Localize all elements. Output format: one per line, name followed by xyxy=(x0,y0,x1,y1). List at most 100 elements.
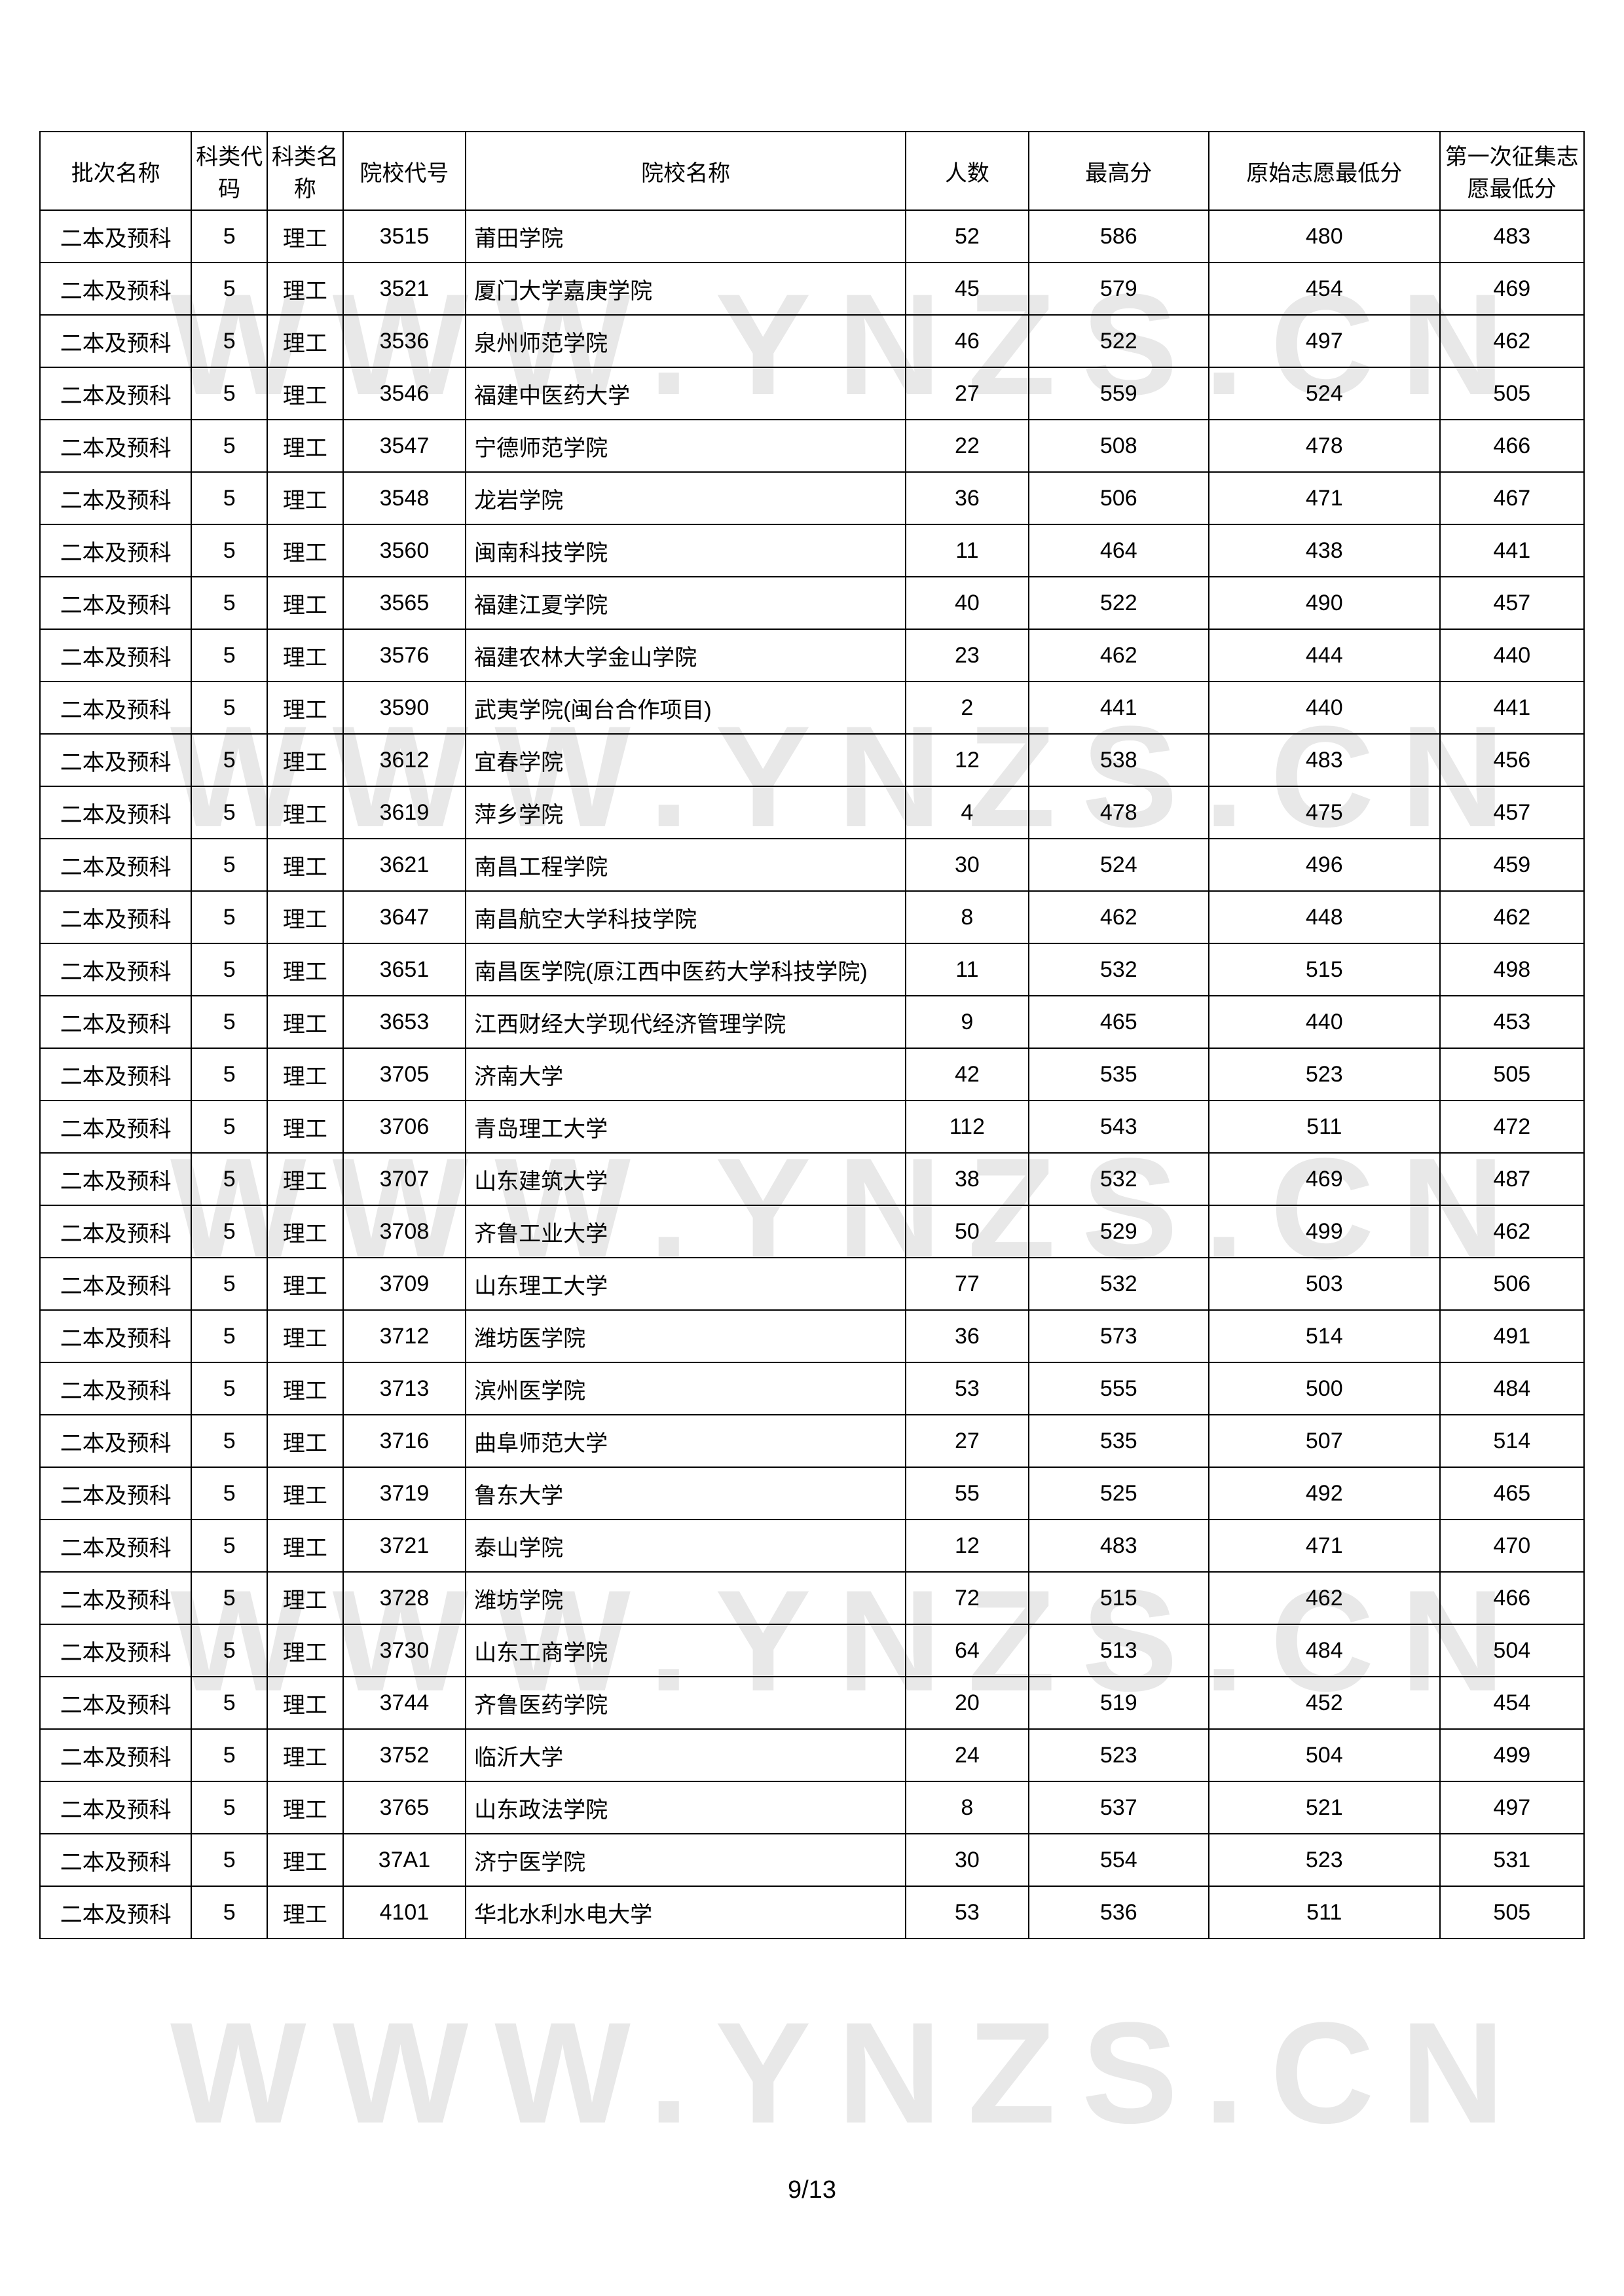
table-cell: 5 xyxy=(191,1258,267,1310)
table-cell: 5 xyxy=(191,943,267,996)
table-cell: 福建农林大学金山学院 xyxy=(466,629,906,682)
table-cell: 53 xyxy=(906,1362,1028,1415)
table-cell: 465 xyxy=(1029,996,1209,1048)
header-count: 人数 xyxy=(906,132,1028,210)
table-cell: 临沂大学 xyxy=(466,1729,906,1781)
table-cell: 3565 xyxy=(343,577,466,629)
table-cell: 济宁医学院 xyxy=(466,1834,906,1886)
table-cell: 532 xyxy=(1029,1258,1209,1310)
table-cell: 5 xyxy=(191,1467,267,1520)
table-cell: 3548 xyxy=(343,472,466,524)
table-cell: 5 xyxy=(191,472,267,524)
table-cell: 467 xyxy=(1440,472,1584,524)
table-cell: 5 xyxy=(191,210,267,263)
table-cell: 二本及预科 xyxy=(40,1153,191,1205)
table-cell: 505 xyxy=(1440,1886,1584,1939)
table-cell: 513 xyxy=(1029,1624,1209,1677)
table-cell: 3716 xyxy=(343,1415,466,1467)
table-cell: 573 xyxy=(1029,1310,1209,1362)
table-cell: 闽南科技学院 xyxy=(466,524,906,577)
table-cell: 487 xyxy=(1440,1153,1584,1205)
table-cell: 鲁东大学 xyxy=(466,1467,906,1520)
table-cell: 3730 xyxy=(343,1624,466,1677)
table-cell: 二本及预科 xyxy=(40,1415,191,1467)
table-cell: 5 xyxy=(191,1834,267,1886)
table-cell: 理工 xyxy=(267,1834,343,1886)
table-row: 二本及预科5理工3647南昌航空大学科技学院8462448462 xyxy=(40,891,1584,943)
table-cell: 3536 xyxy=(343,315,466,367)
table-cell: 500 xyxy=(1209,1362,1440,1415)
table-cell: 3706 xyxy=(343,1101,466,1153)
table-cell: 二本及预科 xyxy=(40,472,191,524)
table-cell: 40 xyxy=(906,577,1028,629)
table-cell: 3619 xyxy=(343,786,466,839)
table-row: 二本及预科5理工4101华北水利水电大学53536511505 xyxy=(40,1886,1584,1939)
table-cell: 24 xyxy=(906,1729,1028,1781)
table-cell: 499 xyxy=(1440,1729,1584,1781)
table-cell: 莆田学院 xyxy=(466,210,906,263)
table-cell: 462 xyxy=(1440,891,1584,943)
table-cell: 5 xyxy=(191,315,267,367)
table-cell: 11 xyxy=(906,943,1028,996)
table-cell: 30 xyxy=(906,1834,1028,1886)
table-cell: 511 xyxy=(1209,1886,1440,1939)
table-cell: 522 xyxy=(1029,315,1209,367)
table-cell: 3765 xyxy=(343,1781,466,1834)
table-cell: 3712 xyxy=(343,1310,466,1362)
table-cell: 555 xyxy=(1029,1362,1209,1415)
table-cell: 二本及预科 xyxy=(40,1624,191,1677)
table-cell: 3546 xyxy=(343,367,466,420)
header-schoolname: 院校名称 xyxy=(466,132,906,210)
table-cell: 466 xyxy=(1440,1572,1584,1624)
table-cell: 3721 xyxy=(343,1520,466,1572)
table-row: 二本及预科5理工3706青岛理工大学112543511472 xyxy=(40,1101,1584,1153)
table-cell: 523 xyxy=(1029,1729,1209,1781)
table-row: 二本及预科5理工3744齐鲁医药学院20519452454 xyxy=(40,1677,1584,1729)
table-row: 二本及预科5理工3721泰山学院12483471470 xyxy=(40,1520,1584,1572)
table-cell: 3647 xyxy=(343,891,466,943)
table-cell: 453 xyxy=(1440,996,1584,1048)
table-cell: 齐鲁工业大学 xyxy=(466,1205,906,1258)
table-cell: 5 xyxy=(191,420,267,472)
table-cell: 471 xyxy=(1209,1520,1440,1572)
table-cell: 南昌航空大学科技学院 xyxy=(466,891,906,943)
table-cell: 泉州师范学院 xyxy=(466,315,906,367)
table-cell: 478 xyxy=(1209,420,1440,472)
header-schoolcode: 院校代号 xyxy=(343,132,466,210)
table-cell: 二本及预科 xyxy=(40,420,191,472)
table-cell: 福建江夏学院 xyxy=(466,577,906,629)
table-cell: 514 xyxy=(1209,1310,1440,1362)
table-cell: 江西财经大学现代经济管理学院 xyxy=(466,996,906,1048)
table-cell: 3515 xyxy=(343,210,466,263)
table-cell: 465 xyxy=(1440,1467,1584,1520)
table-cell: 5 xyxy=(191,1153,267,1205)
table-cell: 理工 xyxy=(267,629,343,682)
table-cell: 二本及预科 xyxy=(40,315,191,367)
table-cell: 二本及预科 xyxy=(40,734,191,786)
table-cell: 理工 xyxy=(267,1886,343,1939)
table-cell: 萍乡学院 xyxy=(466,786,906,839)
table-row: 二本及预科5理工37A1济宁医学院30554523531 xyxy=(40,1834,1584,1886)
table-cell: 537 xyxy=(1029,1781,1209,1834)
table-cell: 南昌医学院(原江西中医药大学科技学院) xyxy=(466,943,906,996)
table-cell: 532 xyxy=(1029,943,1209,996)
table-cell: 5 xyxy=(191,734,267,786)
table-row: 二本及预科5理工3521厦门大学嘉庚学院45579454469 xyxy=(40,263,1584,315)
table-cell: 511 xyxy=(1209,1101,1440,1153)
table-cell: 466 xyxy=(1440,420,1584,472)
table-cell: 457 xyxy=(1440,786,1584,839)
table-cell: 5 xyxy=(191,263,267,315)
table-cell: 二本及预科 xyxy=(40,1310,191,1362)
table-cell: 12 xyxy=(906,734,1028,786)
table-cell: 498 xyxy=(1440,943,1584,996)
table-cell: 522 xyxy=(1029,577,1209,629)
table-cell: 72 xyxy=(906,1572,1028,1624)
admission-score-table: 批次名称 科类代码 科类名称 院校代号 院校名称 人数 最高分 原始志愿最低分 … xyxy=(39,131,1585,1939)
table-cell: 理工 xyxy=(267,786,343,839)
table-cell: 3547 xyxy=(343,420,466,472)
table-cell: 27 xyxy=(906,367,1028,420)
table-cell: 二本及预科 xyxy=(40,682,191,734)
table-cell: 5 xyxy=(191,1362,267,1415)
table-cell: 5 xyxy=(191,1205,267,1258)
table-cell: 3707 xyxy=(343,1153,466,1205)
